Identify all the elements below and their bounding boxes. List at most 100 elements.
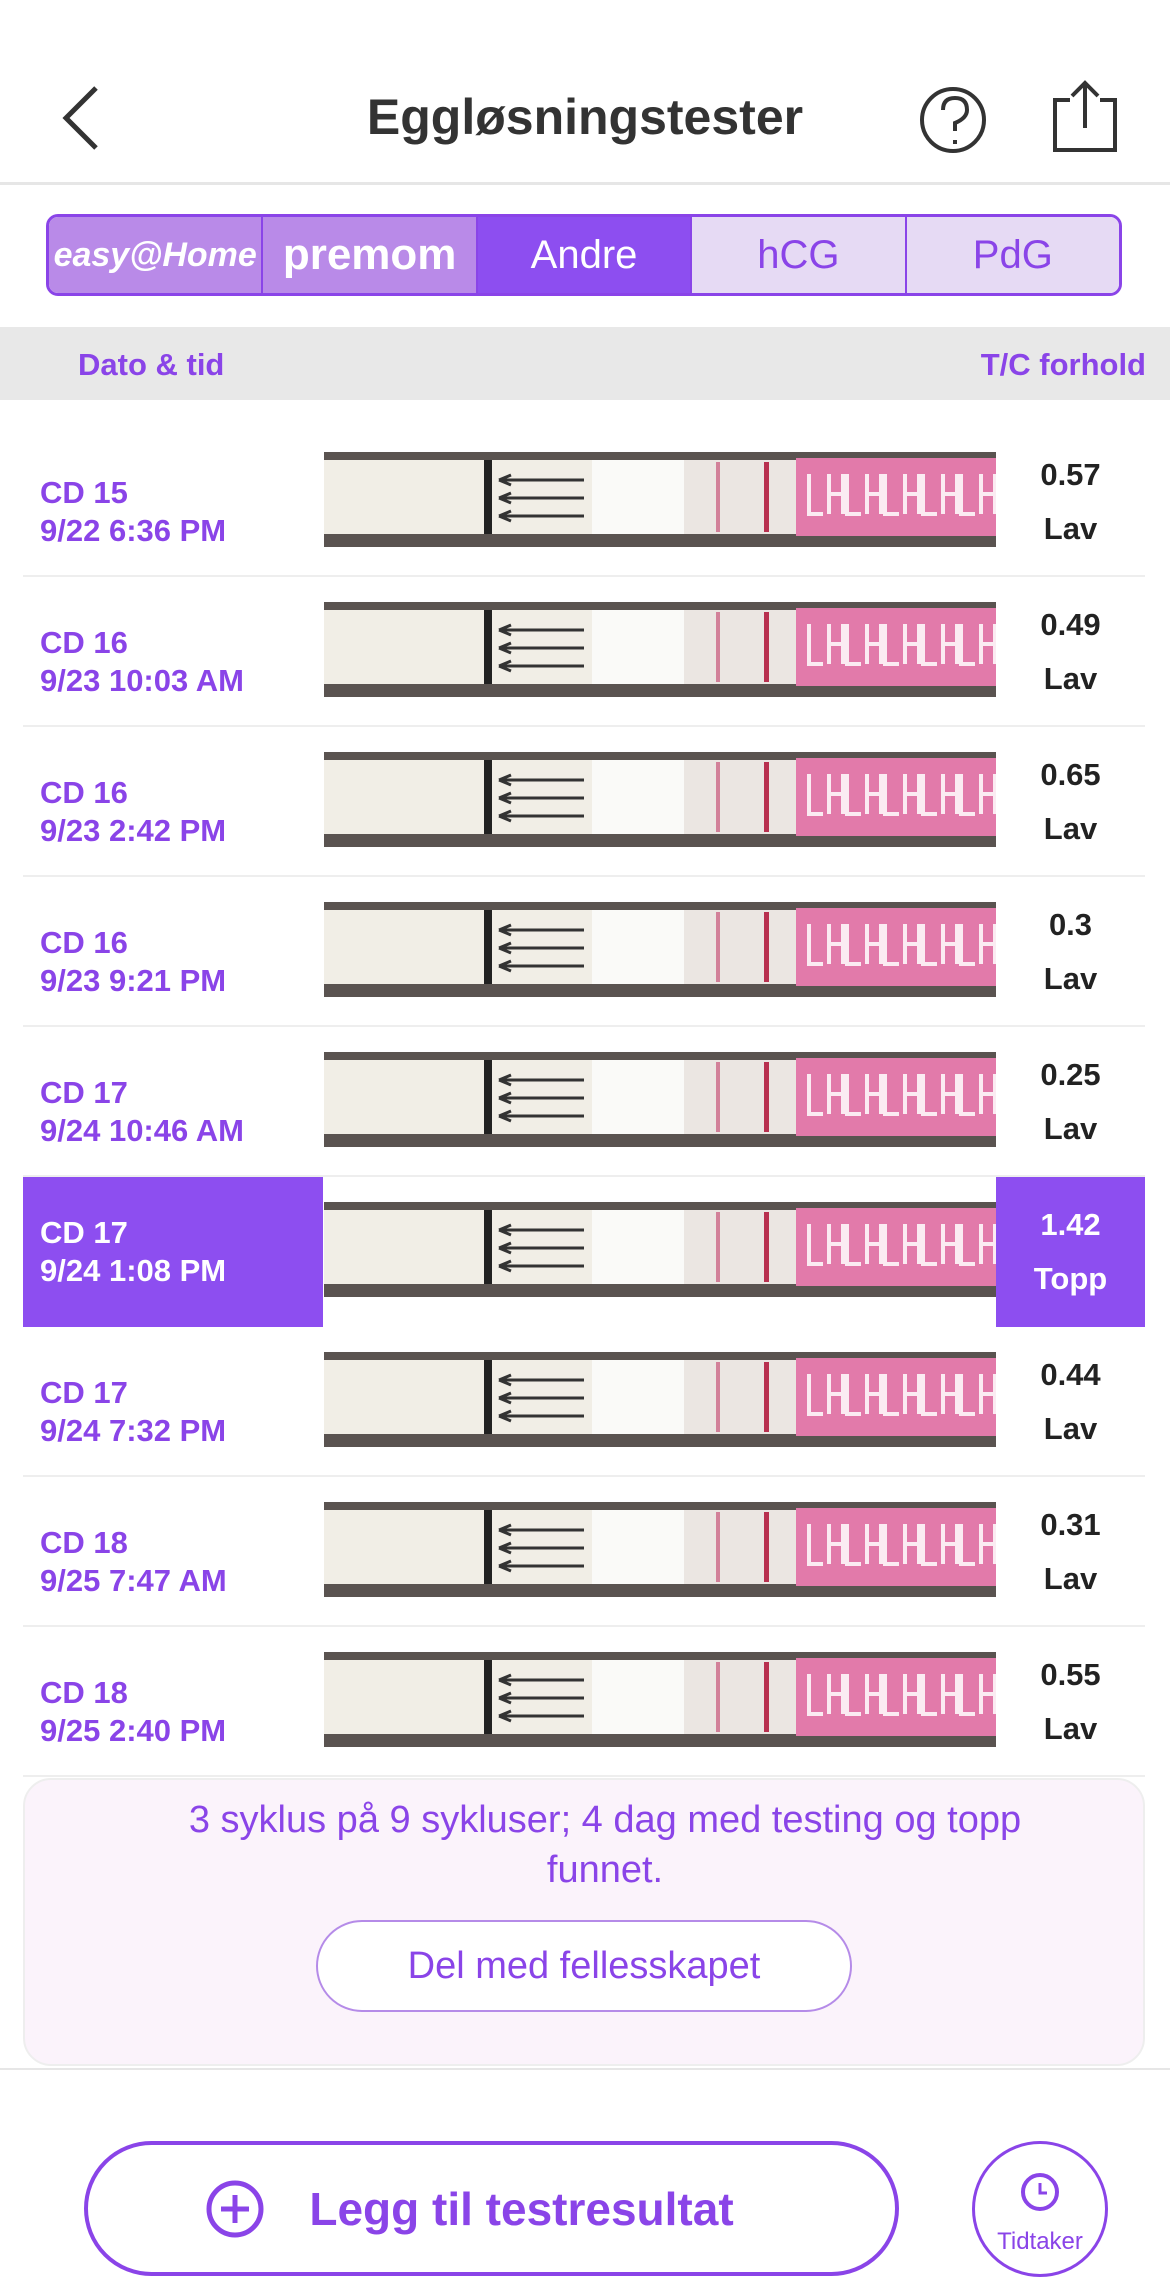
strip-pattern (959, 1374, 996, 1416)
level: Lav (1043, 961, 1098, 996)
cycle-day: CD 18 (40, 1675, 128, 1710)
add-result-button[interactable]: Legg til testresultat (84, 2141, 899, 2276)
strip-pattern (845, 1074, 883, 1116)
strip-pattern (921, 1674, 959, 1716)
strip-arrow (498, 959, 584, 973)
test-strip-photo (324, 1202, 996, 1297)
result-row[interactable]: CD 16 9/23 2:42 PM 0.65 Lav (23, 727, 1145, 877)
date-time: 9/25 7:47 AM (40, 1563, 227, 1598)
strip-pattern (845, 774, 883, 816)
result-row[interactable]: CD 15 9/22 6:36 PM 0.57 Lav (23, 427, 1145, 577)
strip-pattern (807, 774, 845, 816)
strip-window (684, 760, 814, 834)
strip-arrow (498, 1541, 584, 1555)
strip-arrow (498, 1241, 584, 1255)
strip-label (796, 758, 996, 836)
date-time: 9/23 2:42 PM (40, 813, 227, 848)
strip-arrow (498, 1109, 584, 1123)
timer-button[interactable]: Tidtaker (972, 2141, 1108, 2277)
share-community-button[interactable]: Del med fellesskapet (316, 1920, 852, 2012)
ratio-cell: 0.25 Lav (996, 1027, 1145, 1177)
strip-pattern (845, 474, 883, 516)
strip-arrow (498, 509, 584, 523)
strip-pattern (959, 1074, 996, 1116)
strip-arrow (498, 1709, 584, 1723)
test-line (716, 1362, 720, 1432)
date-time: 9/24 1:08 PM (40, 1253, 227, 1288)
tab[interactable]: easy@Home (49, 217, 264, 293)
result-row[interactable]: CD 18 9/25 7:47 AM 0.31 Lav (23, 1477, 1145, 1627)
strip-arrow (498, 641, 584, 655)
column-header: Dato & tid T/C forhold (0, 327, 1170, 400)
strip-handle (484, 1660, 492, 1734)
test-line (716, 1662, 720, 1732)
level: Lav (1043, 811, 1098, 846)
strip-pattern (807, 924, 845, 966)
strip-arrow (498, 1091, 584, 1105)
result-row[interactable]: CD 17 9/24 7:32 PM 0.44 Lav (23, 1327, 1145, 1477)
control-line (764, 1512, 769, 1582)
strip-arrow (498, 1409, 584, 1423)
ratio: 0.31 (1040, 1507, 1101, 1542)
strip-pattern (807, 474, 845, 516)
strip-pattern (883, 1524, 921, 1566)
ratio-cell: 0.31 Lav (996, 1477, 1145, 1627)
test-strip-photo (324, 752, 996, 847)
tab[interactable]: hCG (692, 217, 907, 293)
date-cell: CD 16 9/23 10:03 AM (23, 577, 323, 727)
plus-icon (206, 2180, 264, 2238)
strip-arrow (498, 923, 584, 937)
strip-pattern (959, 924, 996, 966)
plus-glyph (221, 2195, 249, 2223)
timer-label: Tidtaker (997, 2228, 1083, 2255)
tab[interactable]: Andre (477, 217, 693, 293)
result-row[interactable]: CD 18 9/25 2:40 PM 0.55 Lav (23, 1627, 1145, 1777)
strip-max-area (592, 760, 684, 834)
strip-label (796, 908, 996, 986)
column-label: T/C forhold (980, 347, 1146, 382)
strip-window (684, 910, 814, 984)
back-icon[interactable] (62, 86, 98, 150)
result-row[interactable]: CD 17 9/24 10:46 AM 0.25 Lav (23, 1027, 1145, 1177)
strip-handle (484, 910, 492, 984)
tab[interactable]: premom (263, 217, 478, 293)
date-time: 9/22 6:36 PM (40, 513, 227, 548)
cycle-day: CD 17 (40, 1075, 128, 1110)
result-row[interactable]: CD 16 9/23 9:21 PM 0.3 Lav (23, 877, 1145, 1027)
result-row[interactable]: CD 16 9/23 10:03 AM 0.49 Lav (23, 577, 1145, 727)
tab-bar: easy@Home premom Andre hCG PdG (46, 214, 1122, 296)
ratio-cell: 0.57 Lav (996, 427, 1145, 577)
strip-pattern (845, 1524, 883, 1566)
strip-pattern (845, 1374, 883, 1416)
test-strip-photo (324, 602, 996, 697)
ratio: 0.49 (1040, 607, 1101, 642)
test-line (716, 912, 720, 982)
help-icon[interactable] (920, 87, 986, 153)
cycle-day: CD 16 (40, 625, 128, 660)
tab[interactable]: PdG (906, 217, 1119, 293)
strip-arrow (498, 659, 584, 673)
ratio-cell: 0.44 Lav (996, 1327, 1145, 1477)
strip-arrow (498, 791, 584, 805)
date-cell: CD 17 9/24 1:08 PM (23, 1177, 323, 1327)
test-strip-photo (324, 902, 996, 997)
strip-arrow (498, 1073, 584, 1087)
strip-pattern (959, 1674, 996, 1716)
ratio: 0.3 (1048, 907, 1093, 942)
strip-pattern (921, 1374, 959, 1416)
strip-arrow (498, 1391, 584, 1405)
strip-handle (484, 460, 492, 534)
ratio: 0.57 (1040, 457, 1101, 492)
row-divider (23, 1625, 1145, 1627)
result-row[interactable]: CD 17 9/24 1:08 PM 1.42 Topp (23, 1177, 1145, 1327)
strip-pattern (921, 1524, 959, 1566)
strip-arrow (498, 491, 584, 505)
strip-pattern (921, 474, 959, 516)
date-cell: CD 18 9/25 2:40 PM (23, 1627, 323, 1777)
cycle-day: CD 16 (40, 925, 128, 960)
date-cell: CD 15 9/22 6:36 PM (23, 427, 323, 577)
test-strip-photo (324, 1502, 996, 1597)
strip-handle (484, 1060, 492, 1134)
share-icon[interactable] (1053, 80, 1117, 152)
strip-pattern (883, 474, 921, 516)
